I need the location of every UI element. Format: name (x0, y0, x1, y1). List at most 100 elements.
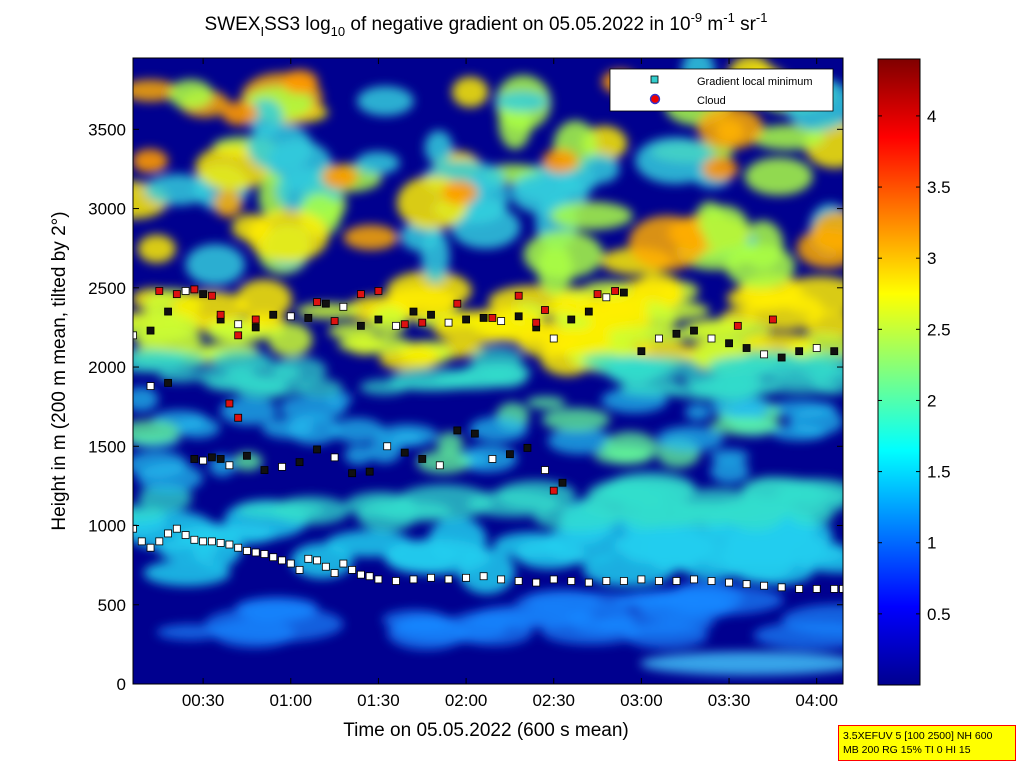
cloud-marker (733, 321, 742, 330)
cloud-marker (488, 314, 497, 322)
x-tick-label: 01:00 (270, 691, 313, 710)
heat-patch (594, 355, 676, 379)
cloud-marker (330, 317, 339, 325)
heat-patch (470, 346, 524, 373)
heat-patch (568, 603, 635, 636)
gradient-minimum-marker (190, 535, 199, 544)
heat-patch (458, 444, 518, 473)
heat-patch (702, 156, 738, 181)
gradient-minimum-marker (374, 315, 383, 324)
gradient-minimum-marker (795, 347, 804, 356)
heat-patch (247, 98, 284, 137)
gradient-minimum-marker (304, 554, 313, 563)
gradient-minimum-marker (602, 293, 611, 302)
legend: Gradient local minimum Cloud (609, 68, 834, 112)
heat-patch (800, 351, 843, 376)
heat-patch (796, 548, 843, 573)
heat-patch (458, 608, 598, 627)
gradient-minimum-marker (207, 453, 216, 462)
gradient-minimum-marker (479, 314, 488, 322)
heat-patch (232, 452, 263, 471)
gradient-minimum-marker (348, 565, 357, 574)
gradient-minimum-marker (444, 318, 453, 327)
heat-patch (727, 523, 799, 561)
gradient-minimum-marker (348, 469, 357, 478)
gradient-minimum-marker (462, 573, 470, 582)
gradient-minimum-marker (637, 575, 646, 584)
x-axis-label: Time on 05.05.2022 (600 s mean) (343, 720, 629, 741)
chart-title: SWEXISS3 log10 of negative gradient on 0… (205, 10, 768, 39)
heat-patch (282, 69, 318, 94)
cloud-marker (374, 287, 383, 295)
heat-patch (469, 416, 528, 443)
heat-patch (249, 382, 309, 396)
heat-patch (133, 79, 179, 102)
gradient-minimum-marker (365, 572, 374, 581)
cloud-marker (418, 318, 427, 327)
gradient-minimum-marker (295, 458, 304, 467)
gradient-minimum-marker (444, 575, 453, 584)
gradient-minimum-marker (199, 456, 208, 465)
cloud-marker (225, 399, 234, 408)
y-tick-label: 0 (117, 675, 126, 694)
heat-patch (272, 496, 350, 525)
heat-patch (376, 424, 438, 447)
heat-patch (709, 417, 783, 436)
gradient-minimum-marker (365, 467, 374, 476)
gradient-minimum-marker (777, 583, 786, 592)
legend-label-cloud: Cloud (697, 95, 726, 107)
gradient-minimum-marker (532, 578, 541, 587)
cloud-marker (400, 320, 409, 329)
x-tick-label: 03:30 (708, 691, 751, 710)
heat-patch (133, 348, 186, 373)
heat-patch (343, 224, 399, 250)
gradient-minimum-marker (584, 578, 593, 587)
heat-patch (594, 446, 654, 465)
gradient-minimum-marker (199, 537, 208, 546)
cloud-marker (313, 298, 321, 306)
colorbar-gradient (877, 58, 921, 686)
gradient-minimum-marker (313, 556, 321, 565)
gradient-minimum-marker (655, 334, 663, 343)
gradient-minimum-marker (514, 312, 523, 321)
colorbar-tick-label: 3 (927, 249, 936, 268)
legend-marker-cloud (649, 93, 661, 105)
gradient-minimum-marker (146, 382, 155, 390)
gradient-minimum-marker (357, 321, 365, 330)
gradient-minimum-marker (506, 450, 514, 459)
gradient-minimum-marker (146, 326, 155, 335)
y-tick-label: 3500 (88, 120, 126, 139)
config-line-2: MB 200 RG 15% TI 0 HI 15 (843, 744, 971, 756)
heat-patch (387, 615, 466, 651)
heat-patch (563, 293, 649, 320)
gradient-minimum-marker (427, 573, 435, 582)
config-line-1: 3.5XEFUV 5 [100 2500] NH 600 (843, 730, 993, 742)
x-tick-label: 02:30 (532, 691, 575, 710)
gradient-minimum-marker (243, 451, 251, 460)
colorbar-tick-label: 1.5 (927, 463, 951, 482)
cloud-marker (251, 315, 260, 324)
gradient-minimum-marker (830, 347, 839, 356)
gradient-minimum-marker (133, 524, 137, 533)
gradient-minimum-marker (330, 453, 339, 462)
heat-patch (375, 501, 452, 522)
gradient-minimum-marker (392, 321, 400, 330)
gradient-minimum-marker (207, 537, 216, 546)
gradient-minimum-marker (602, 577, 611, 585)
cloud-marker (532, 318, 541, 327)
heat-patch (322, 164, 358, 189)
heat-patch (550, 201, 633, 230)
gradient-minimum-marker (164, 529, 172, 538)
heatmap (133, 58, 843, 684)
gradient-minimum-marker (234, 543, 243, 552)
heat-patch (436, 432, 464, 456)
heat-patch (524, 589, 601, 609)
heat-patch (744, 157, 813, 196)
heat-patch (777, 276, 843, 316)
heat-patch (421, 228, 450, 284)
gradient-minimum-marker (453, 426, 462, 435)
heat-patch (168, 79, 214, 110)
cloud-marker (190, 285, 199, 294)
heat-patch (697, 106, 764, 150)
heat-patch (736, 350, 804, 378)
